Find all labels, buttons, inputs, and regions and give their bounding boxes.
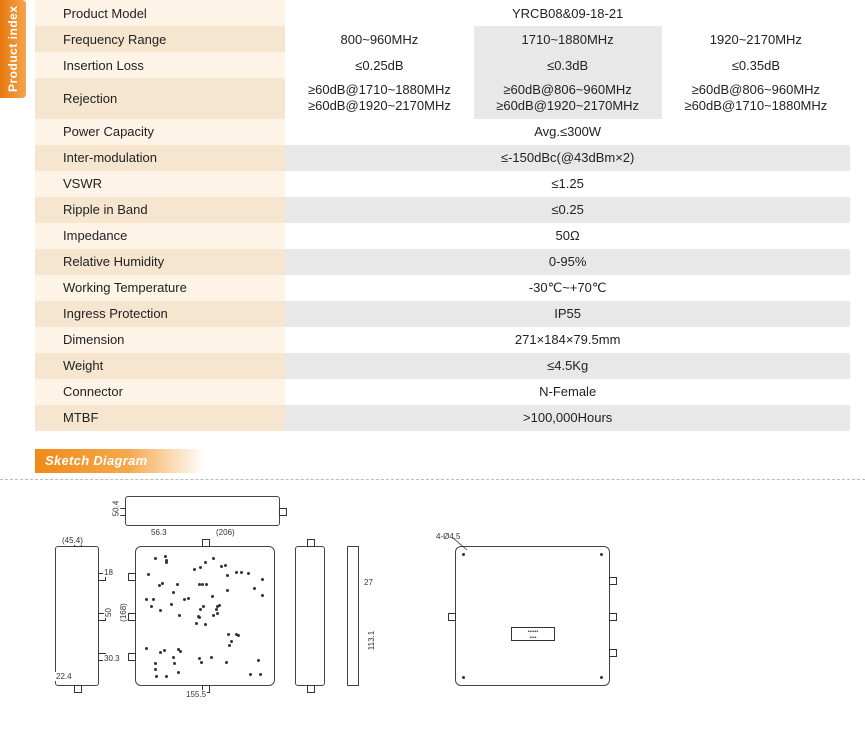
row-value: 1710~1880MHz <box>474 26 662 52</box>
diagram-side-view <box>295 546 325 686</box>
row-value: ≤0.25 <box>285 197 850 223</box>
table-row: VSWR ≤1.25 <box>35 171 850 197</box>
row-value: ≤-150dBc(@43dBm×2) <box>285 145 850 171</box>
row-value: ≥60dB@806~960MHz≥60dB@1920~2170MHz <box>474 78 662 119</box>
row-label: Weight <box>35 353 285 379</box>
dimension-text: 18 <box>103 568 114 577</box>
row-value: ≤0.35dB <box>662 52 850 78</box>
row-value: 800~960MHz <box>285 26 473 52</box>
product-index-tab: Product index <box>0 0 26 98</box>
table-row: Connector N-Female <box>35 379 850 405</box>
row-label: Working Temperature <box>35 275 285 301</box>
row-value: ≤1.25 <box>285 171 850 197</box>
table-row: Ingress Protection IP55 <box>35 301 850 327</box>
dimension-text: 50.4 <box>111 499 120 517</box>
diagram-bracket-view <box>347 546 359 686</box>
table-row: Rejection ≥60dB@1710~1880MHz≥60dB@1920~2… <box>35 78 850 119</box>
dimension-text: 155.5 <box>185 690 207 699</box>
row-label: VSWR <box>35 171 285 197</box>
row-value: ≤0.25dB <box>285 52 473 78</box>
table-row: Weight ≤4.5Kg <box>35 353 850 379</box>
row-label: Connector <box>35 379 285 405</box>
dimension-text: 113.1 <box>367 629 376 650</box>
row-label: Rejection <box>35 78 285 119</box>
table-row: Inter-modulation ≤-150dBc(@43dBm×2) <box>35 145 850 171</box>
product-label-plate: •••••••••• <box>511 627 555 641</box>
row-value: ≥60dB@806~960MHz≥60dB@1710~1880MHz <box>662 78 850 119</box>
row-value: >100,000Hours <box>285 405 850 431</box>
row-value: 1920~2170MHz <box>662 26 850 52</box>
dimension-text: 50 <box>104 607 113 618</box>
dimension-text: (206) <box>215 528 236 537</box>
divider <box>0 479 865 480</box>
sketch-diagram: 50.4 56.3 (206) (45.4) 18 50 (168) 30.3 … <box>55 496 755 706</box>
dimension-text: (168) <box>119 602 128 623</box>
spec-table: Product Model YRCB08&09-18-21 Frequency … <box>35 0 850 431</box>
row-label: MTBF <box>35 405 285 431</box>
row-label: Dimension <box>35 327 285 353</box>
row-value: Avg.≤300W <box>285 119 850 145</box>
diagram-front-view <box>135 546 275 686</box>
sketch-diagram-header: Sketch Diagram <box>35 449 205 473</box>
table-row: Frequency Range 800~960MHz 1710~1880MHz … <box>35 26 850 52</box>
row-label: Impedance <box>35 223 285 249</box>
row-label: Ingress Protection <box>35 301 285 327</box>
diagram-left-view <box>55 546 99 686</box>
row-label: Insertion Loss <box>35 52 285 78</box>
row-label: Frequency Range <box>35 26 285 52</box>
row-value: ≤4.5Kg <box>285 353 850 379</box>
row-value: 271×184×79.5mm <box>285 327 850 353</box>
table-row: Product Model YRCB08&09-18-21 <box>35 0 850 26</box>
dimension-text: 56.3 <box>150 528 168 537</box>
table-row: Ripple in Band ≤0.25 <box>35 197 850 223</box>
diagram-top-view <box>125 496 280 526</box>
table-row: MTBF >100,000Hours <box>35 405 850 431</box>
table-row: Impedance 50Ω <box>35 223 850 249</box>
dimension-text: 27 <box>363 578 374 587</box>
table-row: Insertion Loss ≤0.25dB ≤0.3dB ≤0.35dB <box>35 52 850 78</box>
row-value: ≤0.3dB <box>474 52 662 78</box>
row-value: -30℃~+70℃ <box>285 275 850 301</box>
row-value: ≥60dB@1710~1880MHz≥60dB@1920~2170MHz <box>285 78 473 119</box>
row-value: N-Female <box>285 379 850 405</box>
row-label: Product Model <box>35 0 285 26</box>
table-row: Working Temperature -30℃~+70℃ <box>35 275 850 301</box>
dimension-text: 30.3 <box>103 654 121 663</box>
row-label: Ripple in Band <box>35 197 285 223</box>
diagram-back-view: •••••••••• <box>455 546 610 686</box>
table-row: Dimension 271×184×79.5mm <box>35 327 850 353</box>
leader-line <box>453 538 473 552</box>
row-label: Inter-modulation <box>35 145 285 171</box>
row-value: 50Ω <box>285 223 850 249</box>
dimension-text: (45.4) <box>61 536 84 545</box>
row-value: 0-95% <box>285 249 850 275</box>
row-value: YRCB08&09-18-21 <box>285 0 850 26</box>
table-row: Relative Humidity 0-95% <box>35 249 850 275</box>
row-value: IP55 <box>285 301 850 327</box>
row-label: Power Capacity <box>35 119 285 145</box>
row-label: Relative Humidity <box>35 249 285 275</box>
table-row: Power Capacity Avg.≤300W <box>35 119 850 145</box>
dimension-text: 22.4 <box>55 672 73 681</box>
